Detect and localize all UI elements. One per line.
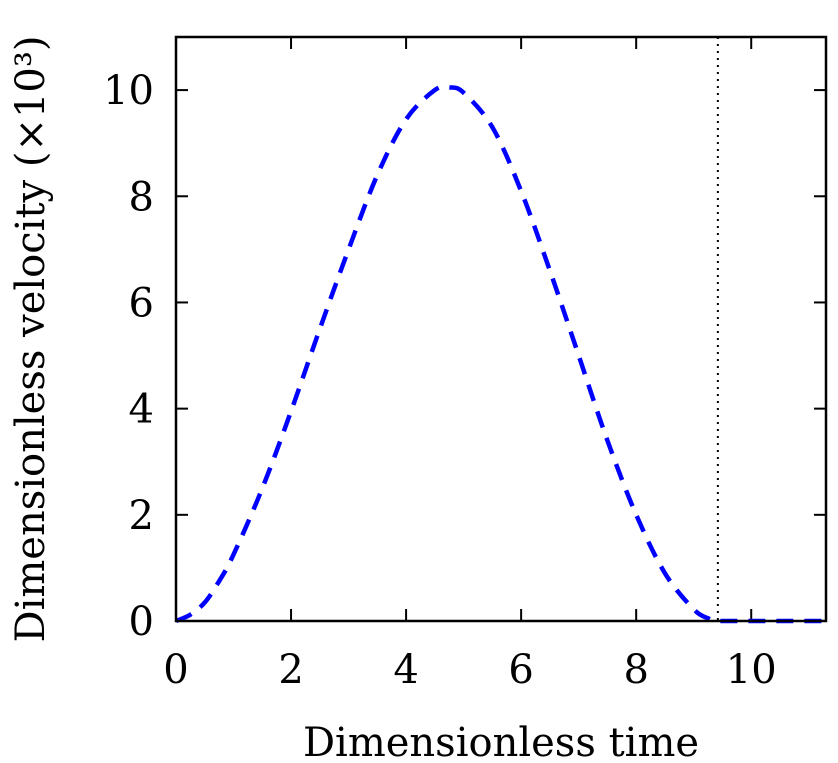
x-tick-label: 8 [623,647,648,693]
axis-ticks [175,37,826,622]
y-tick-label: 6 [129,280,154,326]
x-tick-label: 2 [278,647,303,693]
y-axis-label: Dimensionless velocity (×10³) [8,35,54,642]
y-tick-label: 4 [129,387,154,433]
x-tick-label: 0 [163,647,188,693]
series-line-velocity [175,84,826,624]
y-tick-label: 2 [129,493,154,539]
plot-frame [174,35,828,623]
x-tick-label: 4 [393,647,418,693]
y-tick-label: 0 [129,599,154,645]
x-axis-label: Dimensionless time [303,720,699,763]
y-tick-label: 10 [103,68,154,114]
tick-labels: 0 2 4 6 8 10 0 2 4 6 8 10 [103,68,777,693]
x-tick-label: 6 [508,647,533,693]
x-tick-label: 10 [726,647,777,693]
y-tick-label: 8 [129,174,154,220]
